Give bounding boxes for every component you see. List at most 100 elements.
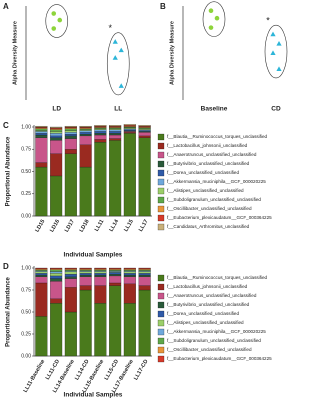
bar-segment: [35, 133, 48, 136]
bar-segment: [94, 276, 107, 286]
group-ellipse: [106, 32, 130, 96]
bar-segment: [79, 129, 92, 131]
bar-segment: [50, 269, 63, 272]
x-tick-label: LL14: [108, 218, 120, 233]
bar-segment: [94, 267, 107, 270]
bar-segment: [123, 127, 136, 129]
legend-label: f__Lactobacillus_johnsonii_unclassified: [167, 143, 248, 148]
bar-segment: [35, 130, 48, 132]
bar-segment: [64, 268, 77, 270]
bar-segment: [64, 269, 77, 271]
bar-segment: [138, 127, 151, 129]
bar-segment: [94, 142, 107, 217]
bar-segment: [123, 133, 136, 217]
bar-segment: [138, 132, 151, 137]
x-axis-title: Individual Samples: [64, 392, 123, 399]
data-point: [276, 66, 282, 71]
bar-segment: [50, 273, 63, 277]
legend-swatch: [157, 274, 165, 282]
bar-segment: [138, 125, 151, 127]
y-tick-label: 0.25: [21, 191, 31, 197]
x-tick-label: LL11-Baseline: [23, 359, 47, 394]
x-tick-label: LD18: [79, 219, 91, 234]
bar-segment: [94, 139, 107, 143]
bar-segment: [109, 272, 122, 275]
bar-segment: [123, 125, 136, 128]
bar-segment: [35, 269, 48, 271]
bar-segment: [79, 166, 92, 217]
bar-segment: [35, 128, 48, 131]
bar-segment: [50, 137, 63, 141]
bar-segment: [79, 267, 92, 270]
figure: A Alpha Diversity Measure LD * LL B Alpha Dive…: [3, 1, 288, 399]
bar-segment: [138, 269, 151, 271]
bar-segment: [123, 126, 136, 129]
y-axis-title: Alpha Diversity Measure: [12, 21, 18, 85]
x-tick-label: LL: [114, 106, 122, 113]
legend-swatch: [157, 292, 165, 300]
bar-segment: [64, 278, 77, 288]
bar-segment: [79, 128, 92, 130]
bar-segment: [35, 268, 48, 270]
bar-segment: [64, 274, 77, 277]
legend-label: f__Anaerotruncus_unclassified_unclassifi…: [167, 293, 257, 298]
bar-segment: [64, 135, 77, 139]
bar-segment: [79, 125, 92, 128]
x-axis-title: Individual Samples: [64, 252, 123, 259]
legend-swatch: [157, 214, 165, 222]
bar-segment: [123, 129, 136, 131]
bar-segment: [138, 129, 151, 131]
y-tick-label: 0.75: [21, 147, 31, 153]
y-tick-label: 0.25: [21, 331, 31, 337]
bar-segment: [50, 298, 63, 304]
legend-label: f__Oscillibacter_unclassified_unclassifi…: [167, 347, 252, 352]
x-tick-label: Baseline: [201, 106, 228, 113]
bar-segment: [79, 144, 92, 168]
bar-segment: [94, 268, 107, 270]
bar-segment: [35, 267, 48, 270]
legend-label: f__Alistipes_unclassified_unclassified: [167, 320, 244, 325]
bar-segment: [123, 274, 136, 277]
bar-segment: [50, 267, 63, 270]
bar-segment: [50, 126, 63, 129]
legend-swatch: [157, 196, 165, 204]
bar-segment: [94, 285, 107, 304]
bar-segment: [123, 271, 136, 274]
legend-label: f__Alistipes_unclassified_unclassified: [167, 188, 244, 193]
legend-swatch: [157, 319, 165, 327]
bar-segment: [79, 285, 92, 291]
bar-segment: [50, 127, 63, 129]
bar-segment: [94, 273, 107, 276]
bar-segment: [109, 140, 122, 217]
bar-segment: [138, 135, 151, 138]
bar-segment: [64, 311, 77, 357]
bar-segment: [109, 271, 122, 273]
bar-segment: [79, 126, 92, 129]
y-tick-label: 0.00: [21, 353, 31, 359]
bar-segment: [123, 269, 136, 271]
bar-segment: [138, 274, 151, 277]
legend-swatch: [157, 337, 165, 345]
legend-label: f__Anaerotruncus_unclassified_unclassifi…: [167, 152, 257, 157]
bar-segment: [138, 289, 151, 357]
bar-segment: [109, 134, 122, 139]
data-point: [51, 11, 57, 16]
bar-segment: [64, 128, 77, 131]
bar-segment: [138, 270, 151, 272]
panel-label: C: [3, 121, 9, 130]
bar-segment: [50, 281, 63, 299]
legend-label: f__Oscillibacter_unclassified_unclassifi…: [167, 206, 252, 211]
legend-swatch: [157, 223, 165, 231]
bar-segment: [94, 126, 107, 129]
x-tick-label: LD: [52, 106, 61, 113]
bar-segment: [64, 133, 77, 137]
panel-label: D: [3, 262, 9, 271]
legend-swatch: [157, 283, 165, 291]
bar-segment: [138, 267, 151, 270]
bar-segment: [138, 137, 151, 217]
y-tick-label: 1.00: [21, 124, 31, 130]
bar-segment: [64, 149, 77, 154]
data-point: [208, 8, 214, 13]
x-tick-label: LL15: [123, 219, 135, 233]
bar-segment: [109, 131, 122, 134]
